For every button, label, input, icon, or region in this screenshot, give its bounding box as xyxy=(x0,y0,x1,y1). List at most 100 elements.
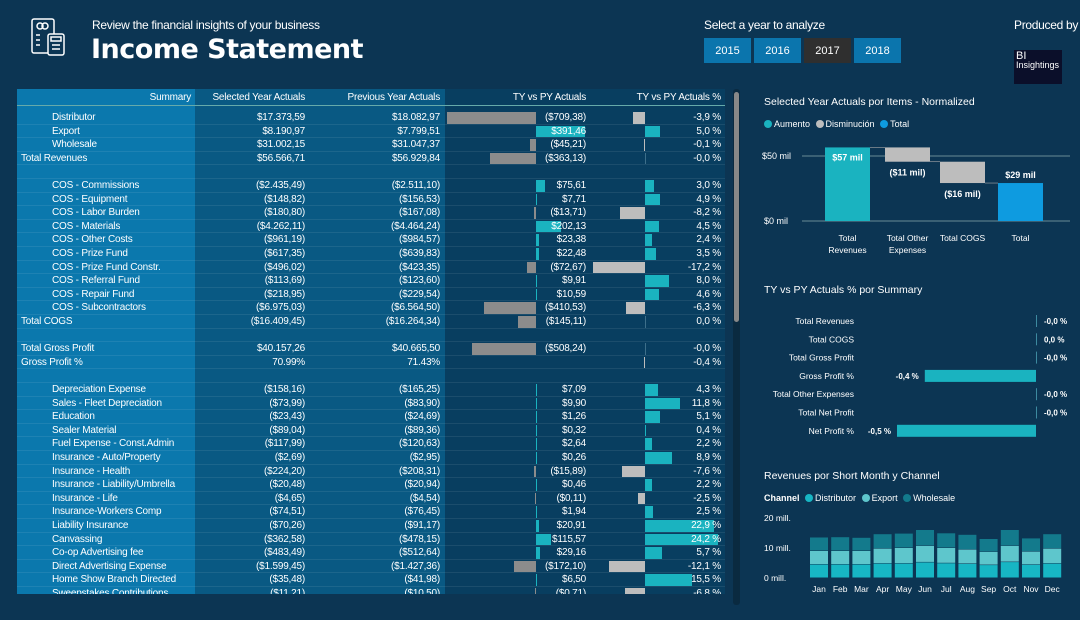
ty-vs-py-value: ($0,71) xyxy=(555,588,586,594)
row-label: COS - Prize Fund xyxy=(52,248,128,259)
table-row[interactable]: COS - Referral Fund ($113,69) ($123,60) $9,… xyxy=(17,274,725,288)
row-label: COS - Materials xyxy=(52,220,121,232)
table-row[interactable]: COS - Prize Fund Constr. ($496,02) ($423,3… xyxy=(17,261,725,275)
legend-distributor: Distributor xyxy=(815,493,857,503)
table-row[interactable]: Insurance - Liability/Umbrella ($20,48) ($… xyxy=(17,478,725,492)
year-button-2015[interactable]: 2015 xyxy=(704,38,751,63)
table-row[interactable]: Education ($23,43) ($24,69) $1,26 5,1 % xyxy=(17,410,725,424)
stacked-bar-segment xyxy=(873,548,892,564)
year-button-2016[interactable]: 2016 xyxy=(754,38,801,63)
ty-vs-py-pct-value: -6,3 % xyxy=(693,302,721,314)
ty-vs-py-value: $0,46 xyxy=(561,479,586,491)
diff-bar xyxy=(536,275,538,287)
pct-bar xyxy=(593,261,645,274)
stacked-bar-segment xyxy=(1022,551,1040,565)
pct-bar xyxy=(645,234,653,246)
table-row[interactable]: Export $8.190,97 $7.799,51 $391,46 5,0 % xyxy=(17,125,725,139)
table-row[interactable]: Depreciation Expense ($158,16) ($165,25) $7… xyxy=(17,383,725,397)
row-label: Export xyxy=(52,125,80,137)
year-button-2018[interactable]: 2018 xyxy=(854,38,901,63)
table-row[interactable]: Home Show Branch Directed ($35,48) ($41,98… xyxy=(17,573,725,587)
stacked-bar-segment xyxy=(916,562,934,578)
row-label: Insurance - Life xyxy=(52,492,118,504)
table-scrollbar-thumb[interactable] xyxy=(734,92,739,322)
selected-year-value: 70.99% xyxy=(272,356,305,368)
table-row[interactable]: COS - Commissions ($2.435,49) ($2.511,10) $… xyxy=(17,179,725,193)
year-button-2017[interactable]: 2017 xyxy=(804,38,851,63)
table-row[interactable]: Sweepstakes Contributions ($11,21) ($10,50… xyxy=(17,587,725,594)
ty-vs-py-value: $7,71 xyxy=(561,193,586,205)
x-tick-label: Jul xyxy=(941,584,952,594)
selected-year-value: ($20,48) xyxy=(269,479,305,491)
stacked-bar-segment xyxy=(1000,530,1019,546)
previous-year-value: ($423,35) xyxy=(398,261,440,273)
header-ty-vs-py-actuals[interactable]: TY vs PY Actuals xyxy=(512,92,586,103)
pct-bar xyxy=(622,465,645,478)
header-summary[interactable]: Summary xyxy=(149,92,192,103)
ty-vs-py-value: ($13,71) xyxy=(550,207,586,219)
previous-year-value: 71.43% xyxy=(407,356,440,368)
table-row[interactable]: Liability Insurance ($70,26) ($91,17) $20,9… xyxy=(17,519,725,533)
ty-vs-py-pct-value: 2,2 % xyxy=(696,438,721,450)
diff-bar xyxy=(536,248,539,260)
table-row[interactable]: Fuel Expense - Const.Admin ($117,99) ($120… xyxy=(17,437,725,451)
ty-vs-py-pct-value: -2,5 % xyxy=(693,492,721,504)
pct-bar xyxy=(644,139,645,151)
table-row[interactable]: Total COGS ($16.409,45) ($16.264,34) ($145,… xyxy=(17,315,725,329)
pct-bar xyxy=(645,193,660,206)
ty-vs-py-pct-value: 22,9 % xyxy=(691,520,721,531)
x-tick-label: Nov xyxy=(1023,584,1039,594)
table-scrollbar[interactable] xyxy=(733,89,740,605)
table-row[interactable]: COS - Prize Fund ($617,35) ($639,83) $22,48… xyxy=(17,247,725,261)
table-row[interactable]: Insurance - Life ($4,65) ($4,54) ($0,11) -2,… xyxy=(17,492,725,506)
table-row[interactable]: COS - Repair Fund ($218,95) ($229,54) $10,5… xyxy=(17,288,725,302)
pct-bar xyxy=(645,424,647,437)
row-label: COS - Labor Burden xyxy=(52,207,140,219)
selected-year-value: ($617,35) xyxy=(263,248,305,259)
table-row[interactable]: Insurance - Health ($224,20) ($208,31) ($15… xyxy=(17,465,725,479)
table-row[interactable]: Total Revenues $56.566,71 $56.929,84 ($363,… xyxy=(17,152,725,166)
selected-year-value: ($113,69) xyxy=(264,275,305,287)
x-tick-label: Revenues xyxy=(828,245,866,255)
table-row[interactable]: Insurance - Auto/Property ($2,69) ($2,95) $… xyxy=(17,451,725,465)
ty-vs-py-pct-value: 11,8 % xyxy=(691,397,721,409)
ty-vs-py-value: ($363,13) xyxy=(544,152,586,164)
header-previous-year-actuals[interactable]: Previous Year Actuals xyxy=(347,92,440,103)
stacked-bar-segment xyxy=(1000,545,1019,562)
table-row[interactable]: Direct Advertising Expense ($1.599,45) ($1… xyxy=(17,560,725,574)
table-row[interactable]: Gross Profit % 70.99% 71.43% -0,4 % xyxy=(17,356,725,370)
ty-vs-py-pct-value: 24,2 % xyxy=(691,533,721,545)
x-tick-label: Sep xyxy=(981,584,996,594)
stacked-bar-segment xyxy=(873,563,892,578)
table-row[interactable]: Distributor $17.373,59 $18.082,97 ($709,38)… xyxy=(17,111,725,125)
row-label: Wholesale xyxy=(52,139,97,151)
table-row[interactable]: Sealer Material ($89,04) ($89,36) $0,32 0,4 … xyxy=(17,424,725,438)
stacked-bar-segment xyxy=(810,537,828,551)
table-row[interactable]: Sales - Fleet Depreciation ($73,99) ($83,9… xyxy=(17,397,725,411)
ty-vs-py-value: $22,48 xyxy=(556,248,587,259)
stacked-bar-segment xyxy=(937,548,956,563)
stacked-bar-segment xyxy=(894,548,913,564)
header-selected-year-actuals[interactable]: Selected Year Actuals xyxy=(212,92,305,103)
table-row[interactable]: COS - Other Costs ($961,19) ($984,57) $23,3… xyxy=(17,233,725,247)
table-row[interactable]: COS - Materials ($4.262,11) ($4.464,24) $20… xyxy=(17,220,725,234)
table-row[interactable]: Canvassing ($362,58) ($478,15) $115,57 24,2 … xyxy=(17,533,725,547)
ty-vs-py-pct-value: -0,0 % xyxy=(693,343,721,355)
row-label: Insurance - Auto/Property xyxy=(52,452,161,463)
table-row[interactable]: Co-op Advertising fee ($483,49) ($512,64) $… xyxy=(17,546,725,560)
ty-vs-py-value: ($45,21) xyxy=(550,139,586,151)
table-row[interactable]: Wholesale $31.002,15 $31.047,37 ($45,21) -0,… xyxy=(17,138,725,152)
waterfall-bar xyxy=(998,183,1043,221)
table-row[interactable]: COS - Labor Burden ($180,80) ($167,08) ($13… xyxy=(17,206,725,220)
row-label: Distributor xyxy=(52,112,96,123)
table-row[interactable]: COS - Subcontractors ($6.975,03) ($6.564,5… xyxy=(17,301,725,315)
ty-vs-py-pct-value: -3,9 % xyxy=(693,112,721,123)
table-row[interactable]: COS - Equipment ($148,82) ($156,53) $7,71 4,… xyxy=(17,193,725,207)
row-label: Total COGS xyxy=(21,316,73,327)
x-tick-label: May xyxy=(896,584,913,594)
y-tick-label: $50 mil xyxy=(762,151,791,161)
table-row[interactable]: Insurance-Workers Comp ($74,51) ($76,45) $1… xyxy=(17,505,725,519)
header-ty-vs-py-actuals-pct[interactable]: TY vs PY Actuals % xyxy=(636,92,722,103)
ty-vs-py-pct-value: -0,4 % xyxy=(693,356,721,368)
table-row[interactable]: Total Gross Profit $40.157,26 $40.665,50 ($… xyxy=(17,342,725,356)
